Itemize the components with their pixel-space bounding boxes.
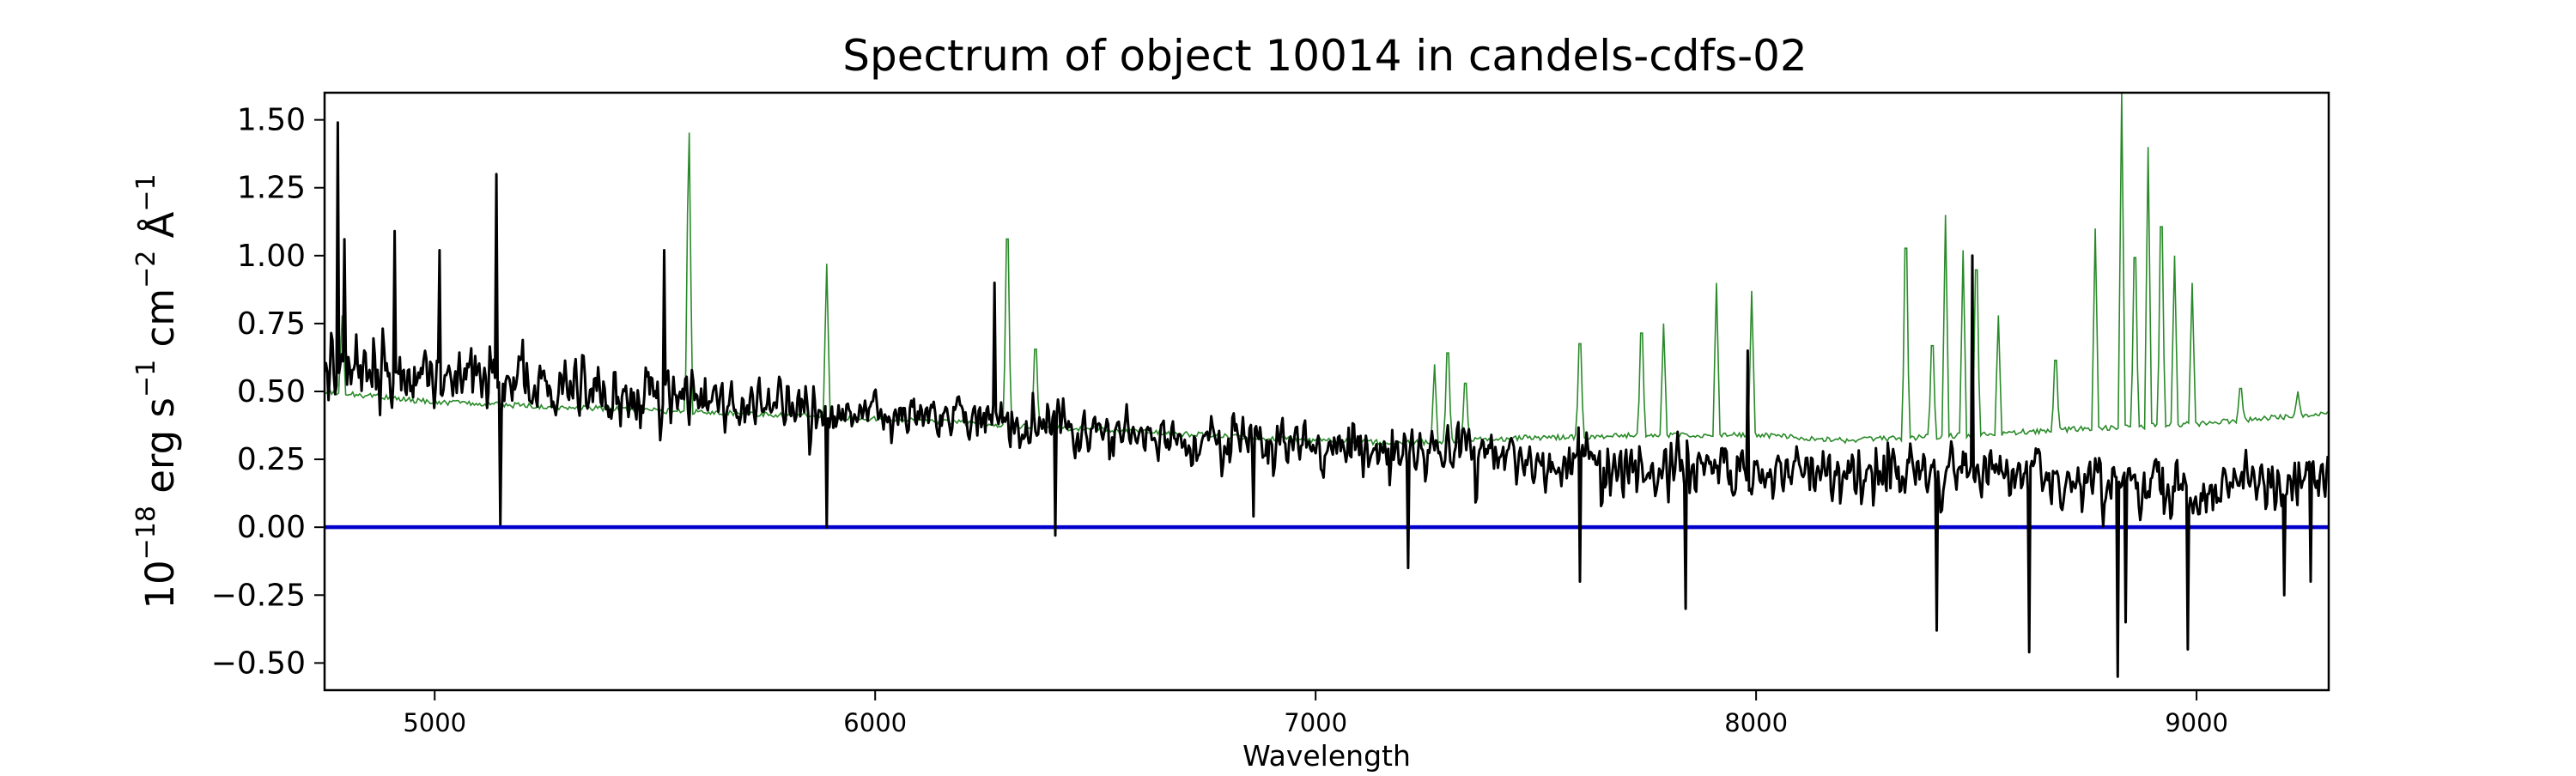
- y-label-base: 10: [137, 560, 183, 609]
- y-tick-label: 1.50: [237, 103, 306, 138]
- x-tick-label: 9000: [2165, 708, 2228, 737]
- y-tick-label: 0.25: [237, 442, 306, 477]
- y-tick-label: −0.50: [211, 646, 306, 681]
- plot-area: [325, 93, 2329, 678]
- y-axis-label: 10−18 erg s−1 cm−2 Å−1: [131, 173, 183, 609]
- x-tick-label: 6000: [843, 708, 907, 737]
- y-label-exp-3: −2: [131, 251, 161, 288]
- y-label-exp-4: −1: [131, 173, 161, 211]
- x-tick-label: 7000: [1284, 708, 1347, 737]
- x-tick-label: 8000: [1724, 708, 1788, 737]
- y-label-exp-1: −18: [131, 506, 161, 560]
- chart-title: Spectrum of object 10014 in candels-cdfs…: [842, 31, 1807, 81]
- y-tick-label: 1.00: [237, 239, 306, 274]
- y-tick-label: 0.00: [237, 510, 306, 545]
- x-axis: 5000 6000 7000 8000 9000: [403, 690, 2228, 737]
- x-axis-label: Wavelength: [1242, 739, 1411, 773]
- y-tick-label: 0.50: [237, 374, 306, 409]
- y-tick-label: −0.25: [211, 578, 306, 613]
- y-label-exp-2: −1: [131, 360, 161, 397]
- y-label-unit-cm: cm: [137, 288, 183, 360]
- y-tick-label: 0.75: [237, 306, 306, 342]
- x-tick-label: 5000: [403, 708, 466, 737]
- observed-spectrum-line: [325, 121, 2329, 678]
- y-label-unit-angstrom: Å: [137, 211, 183, 250]
- y-label-unit-erg-s: erg s: [137, 397, 183, 506]
- y-tick-label: 1.25: [237, 171, 306, 206]
- y-axis: −0.50 −0.25 0.00 0.25 0.50 0.75 1.00 1.25 1.50: [211, 103, 325, 681]
